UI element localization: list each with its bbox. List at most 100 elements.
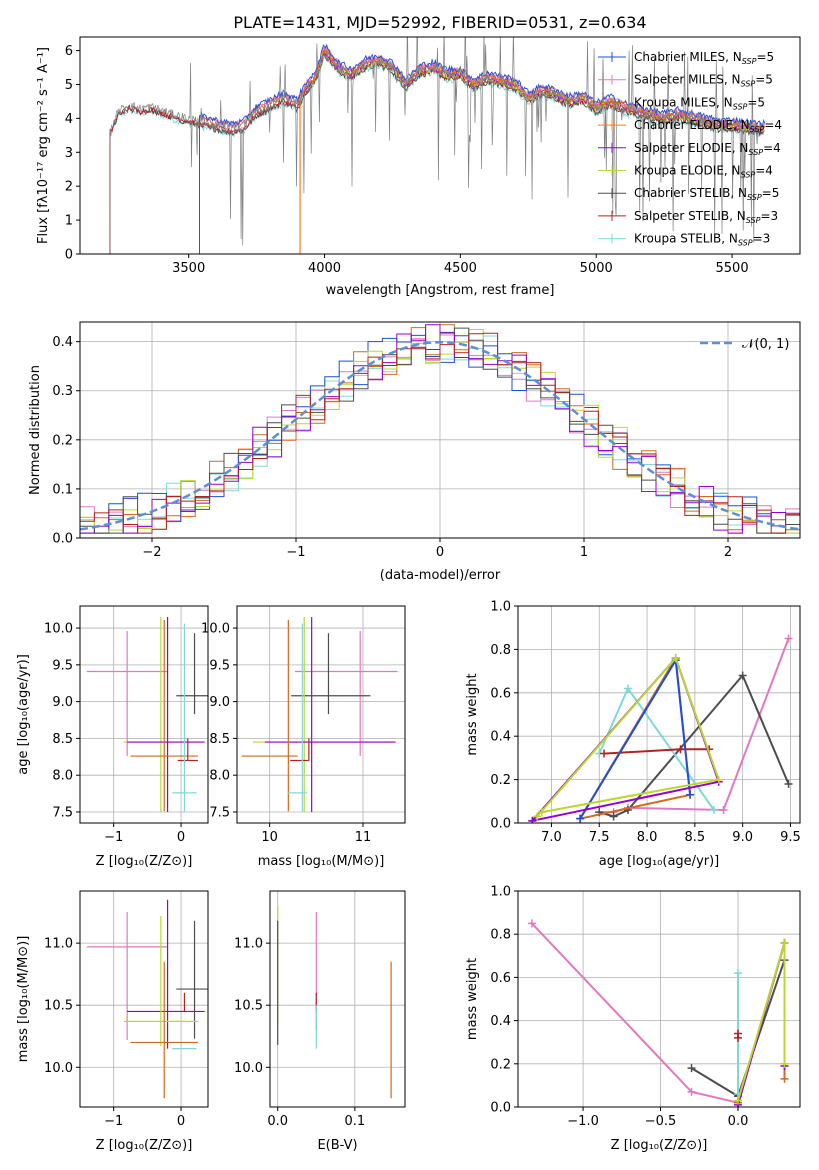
x-tick-label: 2 <box>724 545 732 560</box>
y-tick-label: 10.0 <box>201 622 230 637</box>
histogram-kroupa_elodie <box>80 329 800 534</box>
plot-area-age_vs_mass <box>241 617 398 812</box>
x-tick-label: −1 <box>286 545 305 560</box>
plots-layer: 3500 4000 4500 5000 5500 0 1 2 3 4 5 6 Chabrier MILE… <box>16 36 801 1153</box>
panel-weight_vs_Z: −1.0 −0.5 0.0 0.0 0.2 0.4 0.6 0.8 1.0 Z [log₁₀(Z/… <box>465 885 801 1153</box>
y-tick-label: 8.0 <box>209 769 230 784</box>
y-tick-label: 9.5 <box>52 658 73 673</box>
axes-frame <box>517 605 801 824</box>
y-tick-label: 7.5 <box>52 805 73 820</box>
x-tick-label: −1 <box>104 830 123 845</box>
plot-area-weight_vs_age <box>528 634 793 823</box>
x-tick-label: −0.5 <box>645 1114 677 1129</box>
y-tick-label: 11.0 <box>234 937 263 952</box>
y-tick-label: 5 <box>65 78 73 93</box>
y-tick-label: 1.0 <box>490 600 511 615</box>
legend: Chabrier MILES, NSSP=5 Salpeter MILES, NS… <box>598 50 782 248</box>
y-tick-label: 3 <box>65 146 73 161</box>
weight-marker-salpeter_miles <box>687 1087 696 1096</box>
y-axis-label: Normed distribution <box>28 365 43 495</box>
y-tick-label: 10.5 <box>44 999 73 1014</box>
y-tick-label: 0.0 <box>52 532 73 547</box>
y-axis-label: mass weight <box>465 958 480 1040</box>
axes-frame <box>269 890 406 1108</box>
histogram-kroupa_stelib <box>80 335 800 534</box>
x-tick-label: 0 <box>436 545 444 560</box>
plot-area-age_vs_Z <box>86 617 208 812</box>
y-axis-label: mass [log₁₀(M/M⊙)] <box>16 936 31 1063</box>
axes-frame <box>236 605 406 824</box>
y-tick-label: 0.2 <box>52 433 73 448</box>
y-tick-label: 0.1 <box>52 482 73 497</box>
y-tick-label: 2 <box>65 180 73 195</box>
plot-area-mass_vs_Z <box>86 899 208 1099</box>
plot-area-mass_vs_ebv <box>277 905 392 1099</box>
y-tick-label: 8.5 <box>52 732 73 747</box>
weight-marker-chabrier_miles <box>686 790 695 799</box>
weight-marker-chabrier_stelib <box>738 671 747 680</box>
model-line-kroupa_miles <box>199 47 766 254</box>
legend: 𝒩(0, 1) <box>700 337 789 352</box>
weight-marker-salpeter_miles <box>527 919 536 928</box>
axes-frame <box>79 36 801 255</box>
x-tick-label: 4500 <box>444 261 477 276</box>
legend-label: Chabrier ELODIE, NSSP=4 <box>634 118 782 134</box>
x-axis-label: age [log₁₀(age/yr)] <box>599 854 720 869</box>
weight-marker-kroupa_stelib <box>734 969 743 978</box>
plot-area-weight_vs_Z <box>527 919 789 1107</box>
legend-label: Kroupa ELODIE, NSSP=4 <box>634 164 773 180</box>
panel-mass_vs_Z: −1 0 10.0 10.5 11.0 Z [log₁₀(Z/Z⊙)] mass [log₁… <box>16 890 209 1153</box>
x-tick-label: 7.5 <box>589 830 610 845</box>
weight-marker-chabrier_stelib <box>609 812 618 821</box>
x-tick-label: 8.0 <box>637 830 658 845</box>
panel-age_vs_mass: 10 11 7.5 8.0 8.5 9.0 9.5 10.0 mass [log₁₀(M/M⊙)… <box>201 605 406 869</box>
x-tick-label: 0.1 <box>345 1114 366 1129</box>
y-tick-label: 0.2 <box>490 1057 511 1072</box>
x-tick-label: 11 <box>355 830 372 845</box>
y-tick-label: 0.6 <box>490 971 511 986</box>
y-tick-label: 8.0 <box>52 769 73 784</box>
y-tick-label: 0.8 <box>490 928 511 943</box>
legend-label: Chabrier MILES, NSSP=5 <box>634 50 774 66</box>
y-tick-label: 8.5 <box>209 732 230 747</box>
y-tick-label: 10.0 <box>44 1061 73 1076</box>
x-axis-label: (data-model)/error <box>380 568 501 583</box>
weight-marker-kroupa_elodie <box>780 1059 789 1068</box>
weight-marker-salpeter_stelib <box>676 745 685 754</box>
y-axis-label: Flux [fλ10⁻¹⁷ erg cm⁻² s⁻¹ A⁻¹] <box>36 47 51 244</box>
x-tick-label: 5000 <box>580 261 613 276</box>
y-tick-label: 9.0 <box>52 695 73 710</box>
x-tick-label: 1 <box>580 545 588 560</box>
y-tick-label: 1 <box>65 214 73 229</box>
weight-marker-chabrier_stelib <box>687 1064 696 1073</box>
x-tick-label: 0 <box>177 830 185 845</box>
plot-area-spectrum <box>109 37 766 254</box>
weight-marker-salpeter_elodie <box>528 816 537 823</box>
model-line-salpeter_elodie <box>299 50 765 254</box>
x-tick-label: 0.0 <box>728 1114 749 1129</box>
panel-weight_vs_age: 7.0 7.5 8.0 8.5 9.0 9.5 0.0 0.2 0.4 0.6 0.8 1.0 age … <box>465 600 801 870</box>
normal-curve <box>80 340 800 531</box>
weight-line-salpeter_miles <box>531 922 739 1104</box>
x-tick-label: 4000 <box>308 261 341 276</box>
weight-marker-chabrier_stelib <box>784 779 793 788</box>
weight-marker-chabrier_miles <box>576 814 585 823</box>
legend-label: Kroupa STELIB, NSSP=3 <box>634 232 770 248</box>
legend-label: Chabrier STELIB, NSSP=5 <box>634 186 779 202</box>
legend-label: Kroupa MILES, NSSP=5 <box>634 95 765 111</box>
weight-marker-salpeter_miles <box>719 805 728 814</box>
histogram-salpeter_elodie <box>80 324 800 534</box>
x-axis-label: Z [log₁₀(Z/Z⊙)] <box>96 854 193 869</box>
x-axis-label: Z [log₁₀(Z/Z⊙)] <box>96 1138 193 1153</box>
panel-residuals: −2 −1 0 1 2 0.0 0.1 0.2 0.3 0.4 𝒩(0, 1) (data-model… <box>28 321 801 583</box>
figure-title: PLATE=1431, MJD=52992, FIBERID=0531, z=0… <box>233 13 646 32</box>
x-tick-label: 7.0 <box>541 830 562 845</box>
axes-frame <box>79 605 209 824</box>
y-axis-label: age [log₁₀(age/yr)] <box>16 654 31 775</box>
weight-marker-kroupa_elodie <box>537 808 546 817</box>
y-tick-label: 0.0 <box>490 817 511 832</box>
model-line-chabrier_miles <box>199 43 766 254</box>
weight-marker-kroupa_elodie <box>671 654 680 663</box>
x-tick-label: −1 <box>104 1114 123 1129</box>
y-tick-label: 9.5 <box>209 658 230 673</box>
